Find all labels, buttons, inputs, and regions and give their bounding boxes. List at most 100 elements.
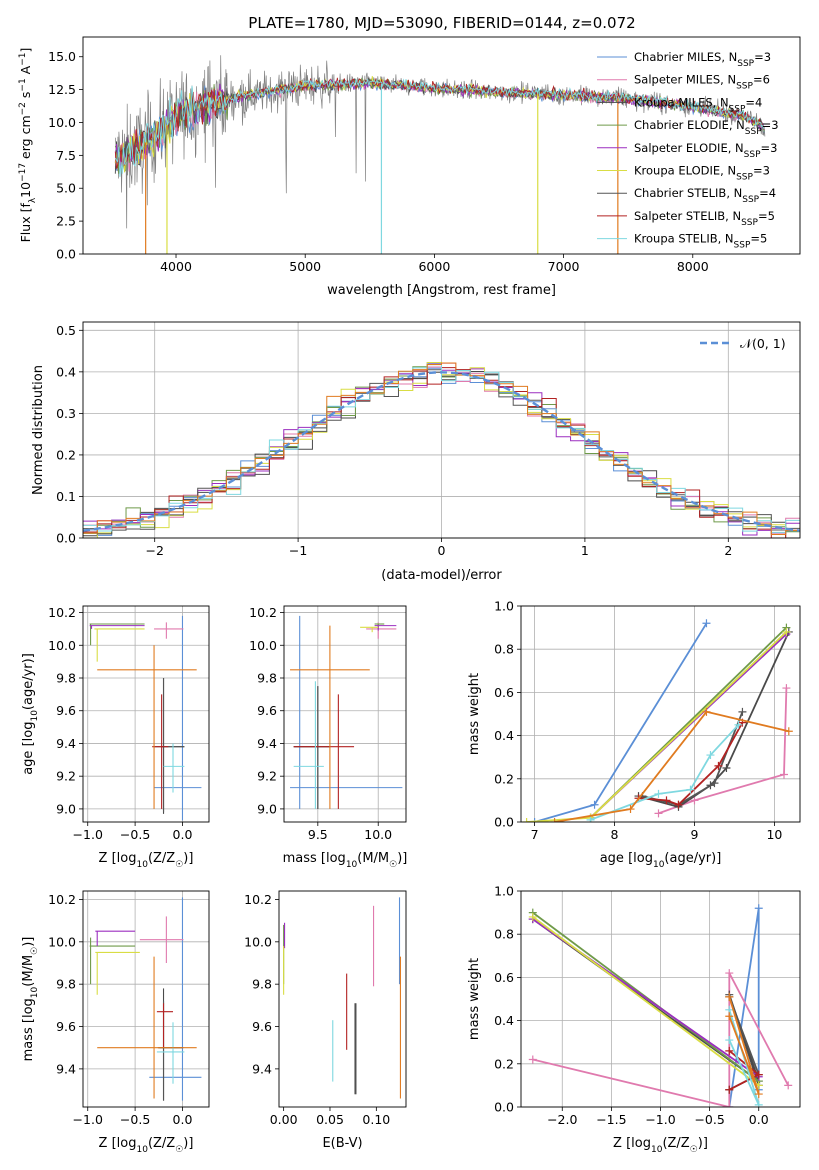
data-point-marker [784,1081,793,1090]
x-tick-label: 10 [766,827,782,842]
plot-area [528,904,793,1107]
y-tick-label: 9.0 [56,801,76,816]
x-tick-label: 0.05 [316,1112,344,1127]
data-point-marker [550,818,559,822]
x-tick-label: 5000 [289,259,321,274]
y-tick-label: 9.4 [257,736,277,751]
series-line [638,631,790,808]
data-point-marker [710,779,719,788]
massweight-vs-age-panel: 7 8 9 10 0.0 0.2 0.4 0.6 0.8 1.0 age [log10(age/yr… [467,599,801,870]
data-point-marker [702,707,711,716]
x-axis-label: Z [log10(Z/Z☉)] [613,1136,708,1155]
legend-entry: Chabrier STELIB, NSSP=4 [634,186,776,205]
y-tick-label: 0.5 [56,323,76,338]
x-axis-label: Z [log10(Z/Z☉)] [99,851,194,870]
y-tick-label: 5.0 [56,181,76,196]
plot-area [290,615,403,809]
x-tick-label: −1.5 [596,1112,626,1127]
legend-entry: Salpeter STELIB, NSSP=5 [634,209,775,228]
y-tick-label: 9.6 [257,703,277,718]
y-tick-label: 0.6 [494,970,514,985]
mass-vs-z-panel: −1.0 −0.5 0.0 9.4 9.6 9.8 10.0 10.2 Z [log10(Z/Z… [21,890,210,1155]
age-vs-z-panel: −1.0 −0.5 0.0 9.0 9.2 9.4 9.6 9.8 10.0 10.2 Z [log… [21,605,210,870]
y-tick-label: 10.2 [249,605,277,620]
y-tick-label: 10.0 [249,638,277,653]
figure-title: PLATE=1780, MJD=53090, FIBERID=0144, z=0… [248,14,635,32]
y-tick-label: 9.4 [56,1061,76,1076]
y-axis-label: Normed distribution [31,365,46,495]
histogram-step [83,362,800,538]
x-tick-label: 10.0 [364,827,392,842]
y-tick-label: 9.6 [56,703,76,718]
plot-area [283,897,401,1099]
x-tick-label: 0.00 [270,1112,298,1127]
y-tick-label: 7.5 [56,148,76,163]
data-point-marker [662,796,671,805]
y-tick-label: 1.0 [494,884,514,899]
axes-frame [82,890,210,1108]
x-tick-label: 0.0 [173,1112,193,1127]
data-point-marker [586,815,595,822]
x-tick-label: −0.5 [694,1112,724,1127]
y-tick-label: 0.2 [56,447,76,462]
y-tick-label: 12.5 [48,82,76,97]
axes-frame [278,890,407,1108]
y-tick-label: 9.6 [252,1019,272,1034]
x-tick-label: −2.0 [547,1112,577,1127]
series-line [658,688,788,815]
data-point-marker [706,751,715,760]
y-axis-label: mass weight [467,673,482,755]
plot-area [83,362,800,538]
x-tick-label: 8000 [677,259,709,274]
data-point-marker [528,912,537,921]
x-tick-label: 7000 [548,259,580,274]
y-tick-label: 0.0 [56,247,76,262]
legend-entry: Kroupa STELIB, NSSP=5 [634,232,767,251]
series-line [534,622,708,822]
spectrum-model-line [114,77,765,177]
data-point-marker [690,796,699,805]
x-tick-label: 0 [438,543,446,558]
data-point-marker [754,1070,763,1079]
x-axis-label: (data-model)/error [381,568,502,583]
mass-vs-ebv-panel: 0.00 0.05 0.10 9.4 9.6 9.8 10.0 10.2 E(B-V) [244,890,407,1151]
data-point-marker [784,727,793,736]
series-line [532,911,760,1082]
y-tick-label: 9.8 [257,671,277,686]
data-point-marker [725,1046,734,1055]
x-tick-label: 8 [611,827,619,842]
x-tick-label: −1.0 [645,1112,675,1127]
x-tick-label: 2 [724,543,732,558]
x-tick-label: −0.5 [120,1112,150,1127]
legend-entry: 𝒩(0, 1) [740,336,786,351]
y-tick-label: 0.2 [494,1056,514,1071]
data-point-marker [530,818,539,822]
x-tick-label: 4000 [160,259,192,274]
normal-curve [83,371,800,532]
series-line [590,724,740,821]
y-tick-label: 2.5 [56,214,76,229]
data-point-marker [725,992,734,1001]
x-tick-label: 9 [690,827,698,842]
x-tick-label: −2 [145,543,163,558]
y-tick-label: 0.6 [494,685,514,700]
data-point-marker [725,1085,734,1094]
data-point-marker [782,627,791,636]
y-tick-label: 9.8 [56,977,76,992]
y-tick-label: 9.2 [56,769,76,784]
legend-entry: Salpeter MILES, NSSP=6 [634,73,770,92]
data-point-marker [754,1090,763,1099]
x-tick-label: −1.0 [73,827,103,842]
data-point-marker [725,1036,734,1045]
legend-entry: Kroupa MILES, NSSP=4 [634,95,762,114]
data-point-marker [782,684,791,693]
axes-frame [82,36,801,255]
x-tick-label: 9.5 [308,827,328,842]
residuals-panel: −2 −1 0 1 2 0.0 0.1 0.2 0.3 0.4 0.5 𝒩(0, 1) (data-mo… [31,321,801,583]
y-tick-label: 10.2 [48,605,76,620]
y-tick-label: 9.2 [257,769,277,784]
data-point-marker [528,1055,537,1064]
axes-frame [82,605,210,823]
x-tick-label: 0.0 [749,1112,769,1127]
